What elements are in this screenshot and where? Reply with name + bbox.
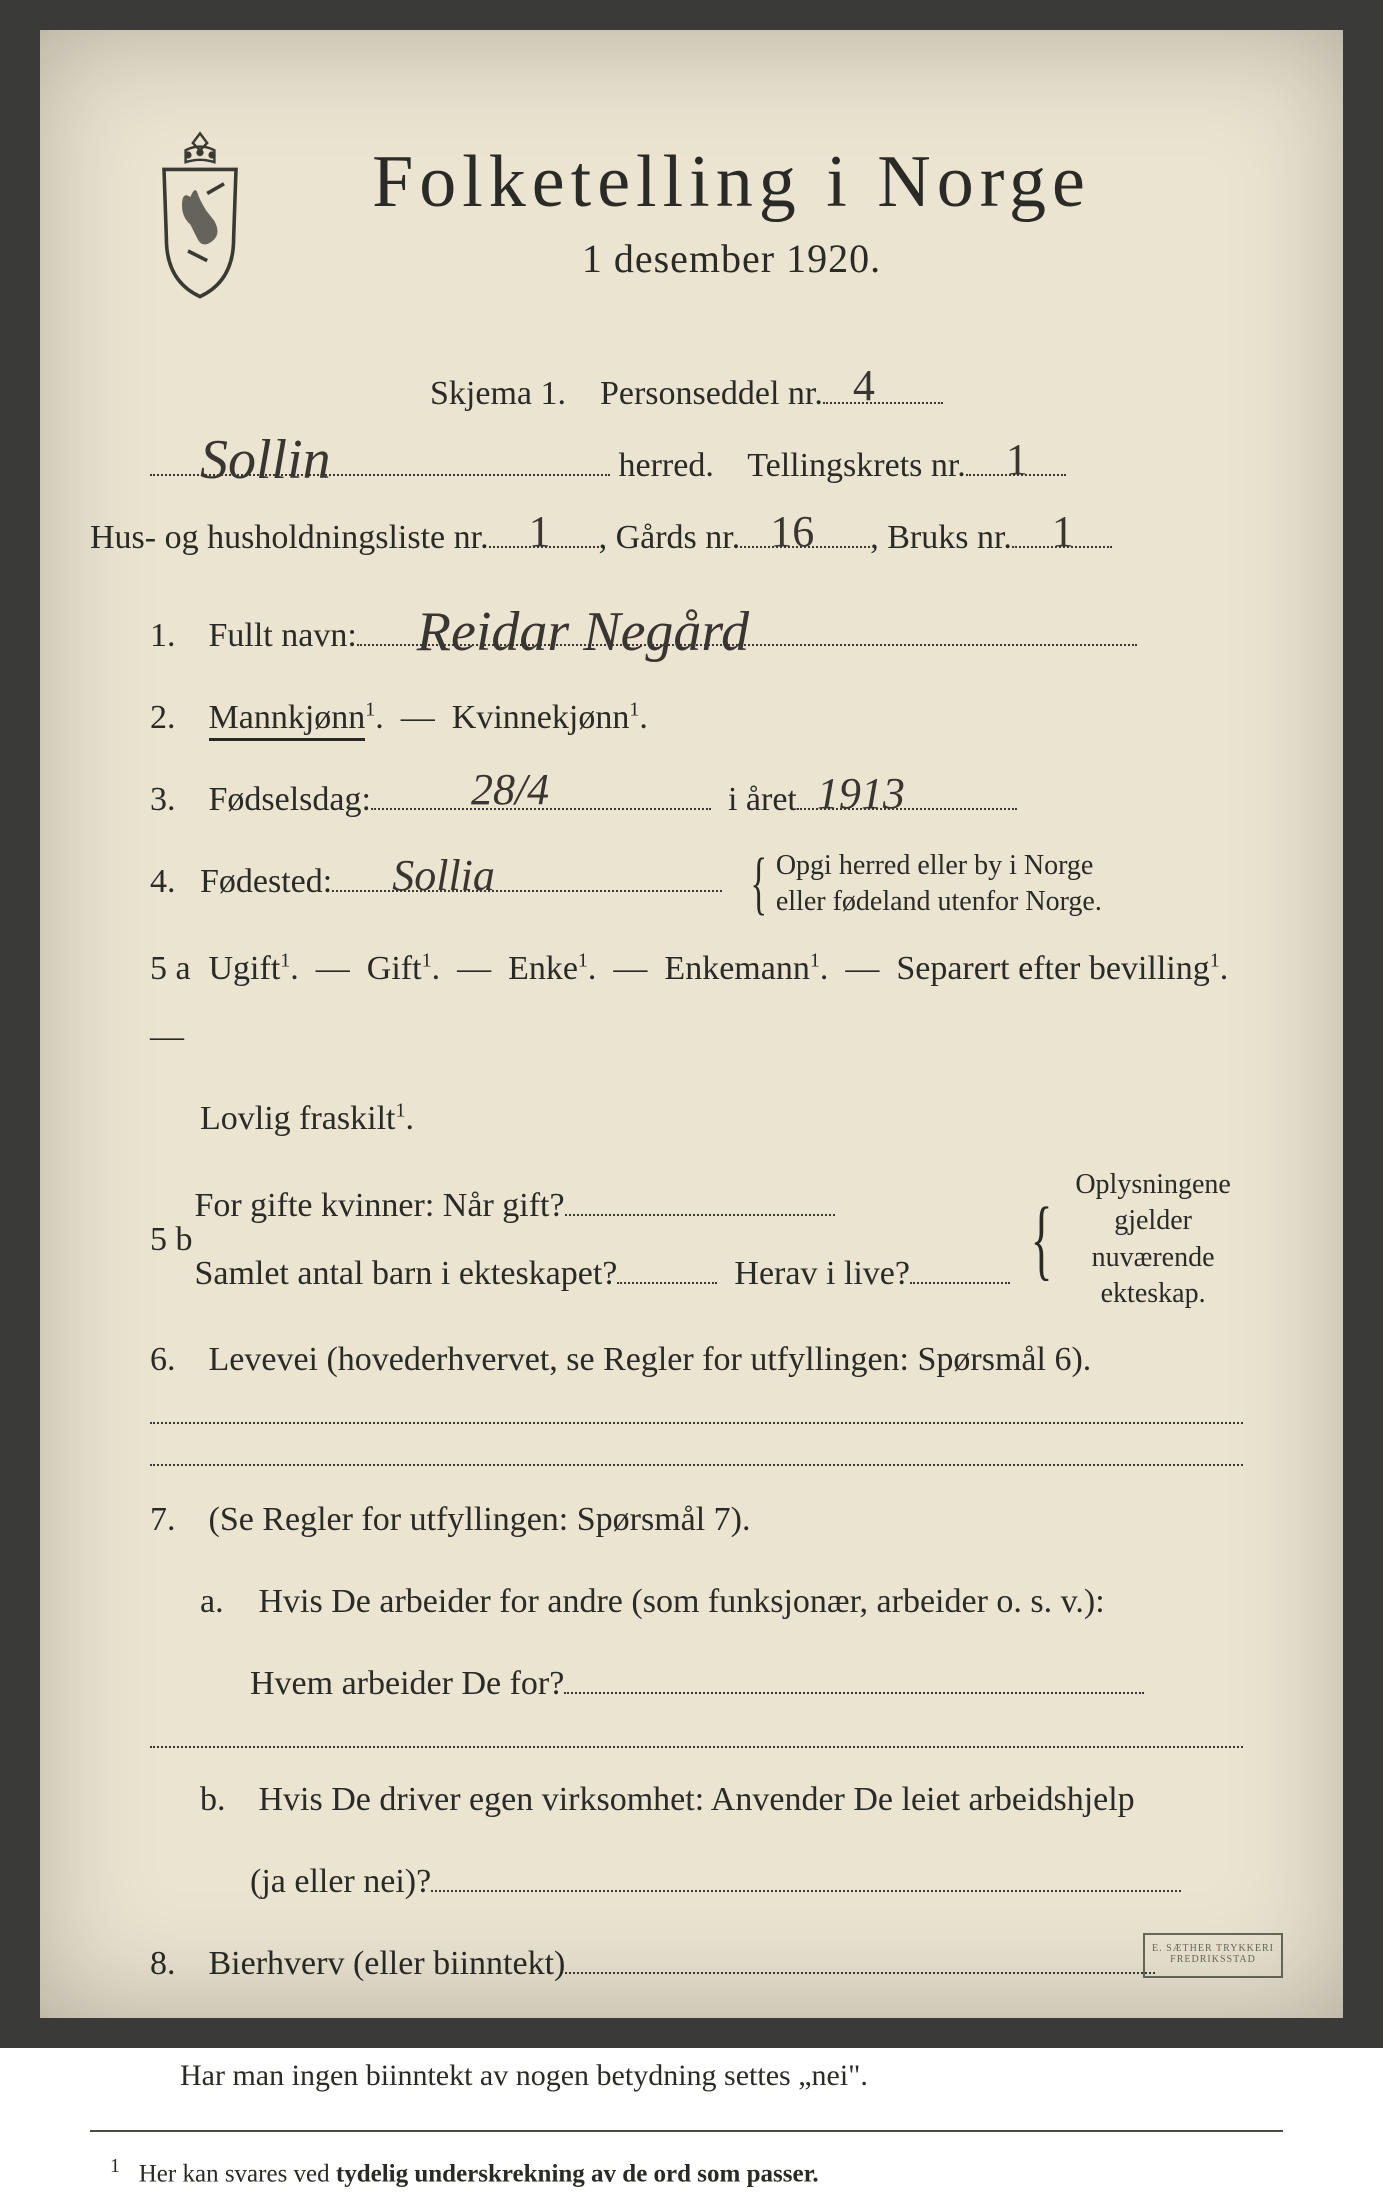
bruks-nr: 1 <box>1052 510 1074 554</box>
q5a-enkemann: Enkemann <box>664 950 809 987</box>
herred-row: Sollin herred. Tellingskrets nr. 1 <box>150 432 1243 500</box>
divider <box>90 2130 1283 2132</box>
rule <box>150 2026 1243 2028</box>
q7a: a. <box>200 1568 250 1636</box>
hus-row: Hus- og husholdningsliste nr. 1 , Gårds nr… <box>90 504 1243 572</box>
q8-label: Bierhverv (eller biinntekt) <box>209 1945 566 1982</box>
q6-row: 6. Levevei (hovederhvervet, se Regler fo… <box>150 1326 1243 1394</box>
q7-num: 7. <box>150 1486 200 1554</box>
husliste-label: Hus- og husholdningsliste nr. <box>90 519 489 556</box>
q7b-l2: (ja eller nei)? <box>250 1863 431 1900</box>
q5a-enke: Enke <box>508 950 578 987</box>
printer-stamp: E. SÆTHER TRYKKERIFREDRIKSSTAD <box>1143 1933 1283 1978</box>
tellingskrets-label: Tellingskrets nr. <box>747 447 966 484</box>
footnote: 1 Her kan svares ved tydelig underskrekn… <box>110 2146 1243 2199</box>
q3-year-label: i året <box>728 781 797 818</box>
q2-num: 2. <box>150 684 200 752</box>
title-block: Folketelling i Norge 1 desember 1920. <box>290 140 1293 282</box>
q1-row: 1. Fullt navn: Reidar Negård <box>150 602 1243 670</box>
q5a-row2: Lovlig fraskilt1. <box>150 1085 1243 1153</box>
q5a-num: 5 a <box>150 935 200 1003</box>
q5a-gift: Gift <box>367 950 422 987</box>
q5b-row: 5 b For gifte kvinner: Når gift? Samlet … <box>150 1167 1243 1313</box>
q5a-ugift: Ugift <box>209 950 281 987</box>
schema-label: Skjema 1. <box>430 375 566 412</box>
rule <box>150 1422 1243 1424</box>
coat-of-arms-icon <box>140 130 260 300</box>
personseddel-nr: 4 <box>853 364 875 408</box>
q2-kvinn: Kvinnekjønn <box>452 699 630 736</box>
q6-num: 6. <box>150 1326 200 1394</box>
q1-value: Reidar Negård <box>417 604 749 660</box>
q4-row: 4. Fødested:Sollia { Opgi herred eller b… <box>150 848 1243 921</box>
q7a-row2: Hvem arbeider De for? <box>250 1650 1243 1718</box>
q3-label: Fødselsdag: <box>209 781 371 818</box>
husliste-nr: 1 <box>529 510 551 554</box>
q3-num: 3. <box>150 766 200 834</box>
page-title: Folketelling i Norge <box>290 140 1173 225</box>
q5b-l2b: Herav i live? <box>734 1255 910 1292</box>
q1-num: 1. <box>150 602 200 670</box>
q1-label: Fullt navn: <box>209 617 357 654</box>
q8-row: 8. Bierhverv (eller biinntekt) <box>150 1930 1243 1998</box>
rule <box>150 1464 1243 1466</box>
q5b-l1: For gifte kvinner: Når gift? <box>194 1187 564 1224</box>
q7a-row: a. Hvis De arbeider for andre (som funks… <box>150 1568 1243 1636</box>
gaards-label: , Gårds nr. <box>599 519 741 556</box>
header: Folketelling i Norge 1 desember 1920. <box>100 140 1293 300</box>
rule <box>150 1746 1243 1748</box>
q3-year: 1913 <box>817 772 905 816</box>
q5a-lovlig: Lovlig fraskilt <box>200 1100 395 1137</box>
bruks-label: , Bruks nr. <box>870 519 1012 556</box>
q7b-l1: Hvis De driver egen virksomhet: Anvender… <box>259 1781 1135 1818</box>
q5b-l2a: Samlet antal barn i ekteskapet? <box>194 1255 617 1292</box>
q5b-note: Oplysningene gjelder nuværende ekteskap. <box>1063 1167 1243 1313</box>
form-body: Skjema 1. Personseddel nr. 4 Sollin herre… <box>100 360 1293 2200</box>
q4-label: Fødested: <box>200 863 332 900</box>
q7a-l2: Hvem arbeider De for? <box>250 1665 564 1702</box>
q7b-row: b. Hvis De driver egen virksomhet: Anven… <box>150 1766 1243 1834</box>
gaards-nr: 16 <box>770 510 814 554</box>
q3-row: 3. Fødselsdag: 28/4 i året 1913 <box>150 766 1243 834</box>
q5a-row: 5 a Ugift1. — Gift1. — Enke1. — Enkemann… <box>150 935 1243 1071</box>
q7-label: (Se Regler for utfyllingen: Spørsmål 7). <box>209 1501 751 1538</box>
q5a-separert: Separert efter bevilling <box>896 950 1209 987</box>
q4-note: Opgi herred eller by i Norge eller fødel… <box>776 848 1102 921</box>
q5b-num: 5 b <box>150 1206 194 1274</box>
q2-mann: Mannkjønn <box>209 699 366 741</box>
q4-value: Sollia <box>392 854 495 898</box>
census-form-page: Folketelling i Norge 1 desember 1920. Sk… <box>0 0 1383 2048</box>
herred-label: herred. <box>619 447 714 484</box>
q3-day: 28/4 <box>471 768 549 812</box>
schema-row: Skjema 1. Personseddel nr. 4 <box>150 360 1243 428</box>
herred-name: Sollin <box>200 432 331 488</box>
q7b: b. <box>200 1766 250 1834</box>
q6-label: Levevei (hovederhvervet, se Regler for u… <box>209 1341 1092 1378</box>
q4-num: 4. <box>150 848 200 916</box>
tellingskrets-nr: 1 <box>1006 438 1028 482</box>
q8-num: 8. <box>150 1930 200 1998</box>
q7b-row2: (ja eller nei)? <box>250 1848 1243 1916</box>
q7a-l1: Hvis De arbeider for andre (som funksjon… <box>259 1583 1105 1620</box>
personseddel-label: Personseddel nr. <box>600 375 823 412</box>
page-subtitle: 1 desember 1920. <box>290 235 1173 282</box>
footer-note: Har man ingen biinntekt av nogen betydni… <box>150 2046 1243 2106</box>
q7-row: 7. (Se Regler for utfyllingen: Spørsmål … <box>150 1486 1243 1554</box>
q2-row: 2. Mannkjønn1. — Kvinnekjønn1. <box>150 684 1243 752</box>
